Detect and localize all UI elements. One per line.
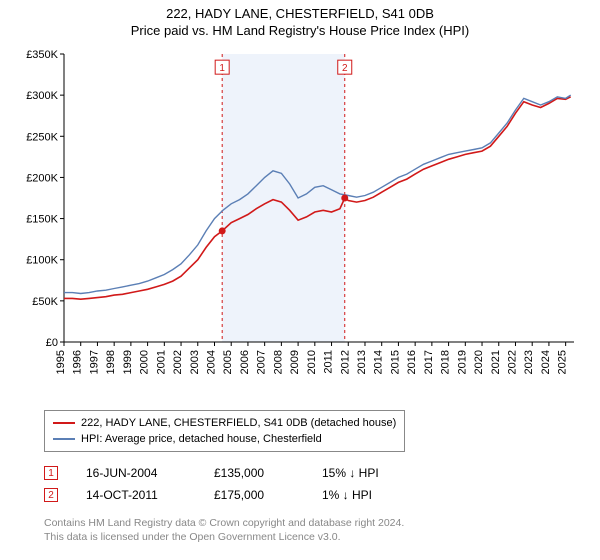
legend-swatch-icon — [53, 422, 75, 424]
table-row: 2 14-OCT-2011 £175,000 1% ↓ HPI — [44, 484, 600, 506]
footer-line-1: Contains HM Land Registry data © Crown c… — [44, 516, 600, 530]
svg-text:£150K: £150K — [26, 214, 58, 226]
svg-text:2023: 2023 — [523, 350, 535, 374]
svg-text:£100K: £100K — [26, 255, 58, 267]
svg-text:1998: 1998 — [105, 350, 117, 374]
svg-text:2015: 2015 — [389, 350, 401, 374]
svg-text:2021: 2021 — [490, 350, 502, 374]
legend-item: HPI: Average price, detached house, Ches… — [53, 431, 396, 447]
svg-text:2006: 2006 — [239, 350, 251, 374]
legend-item: 222, HADY LANE, CHESTERFIELD, S41 0DB (d… — [53, 415, 396, 431]
sale-marker-icon: 2 — [44, 488, 58, 502]
svg-text:2013: 2013 — [356, 350, 368, 374]
svg-text:£250K: £250K — [26, 131, 58, 143]
svg-text:1997: 1997 — [88, 350, 100, 374]
svg-text:2012: 2012 — [339, 350, 351, 374]
chart-title-block: 222, HADY LANE, CHESTERFIELD, S41 0DB Pr… — [0, 0, 600, 40]
footer-line-2: This data is licensed under the Open Gov… — [44, 530, 600, 544]
svg-text:2025: 2025 — [557, 350, 569, 374]
svg-text:2019: 2019 — [456, 350, 468, 374]
svg-text:2007: 2007 — [256, 350, 268, 374]
svg-text:2001: 2001 — [155, 350, 167, 374]
svg-text:2024: 2024 — [540, 350, 552, 374]
legend-label: 222, HADY LANE, CHESTERFIELD, S41 0DB (d… — [81, 417, 396, 429]
sale-diff: 15% ↓ HPI — [322, 466, 402, 480]
svg-text:2011: 2011 — [323, 350, 335, 374]
svg-text:2009: 2009 — [289, 350, 301, 374]
svg-text:2005: 2005 — [222, 350, 234, 374]
svg-text:2002: 2002 — [172, 350, 184, 374]
svg-text:£0: £0 — [46, 337, 58, 349]
svg-text:2000: 2000 — [139, 350, 151, 374]
title-line-1: 222, HADY LANE, CHESTERFIELD, S41 0DB — [0, 6, 600, 21]
svg-text:2004: 2004 — [205, 350, 217, 374]
svg-text:2020: 2020 — [473, 350, 485, 374]
svg-text:1996: 1996 — [72, 350, 84, 374]
sales-table: 1 16-JUN-2004 £135,000 15% ↓ HPI 2 14-OC… — [44, 462, 600, 506]
legend-swatch-icon — [53, 438, 75, 440]
price-chart: £0 £50K £100K £150K £200K £250K £300K £350K 1995… — [20, 44, 580, 404]
sale-marker-icon: 1 — [44, 466, 58, 480]
legend-label: HPI: Average price, detached house, Ches… — [81, 433, 322, 445]
svg-text:2017: 2017 — [423, 350, 435, 374]
table-row: 1 16-JUN-2004 £135,000 15% ↓ HPI — [44, 462, 600, 484]
svg-text:1: 1 — [219, 63, 225, 74]
svg-text:£350K: £350K — [26, 49, 58, 61]
svg-text:2008: 2008 — [272, 350, 284, 374]
sale-date: 14-OCT-2011 — [86, 488, 186, 502]
svg-text:1995: 1995 — [55, 350, 67, 374]
sale-price: £135,000 — [214, 466, 294, 480]
svg-text:2018: 2018 — [440, 350, 452, 374]
sale-diff: 1% ↓ HPI — [322, 488, 402, 502]
chart-legend: 222, HADY LANE, CHESTERFIELD, S41 0DB (d… — [44, 410, 405, 452]
sale-date: 16-JUN-2004 — [86, 466, 186, 480]
svg-text:2016: 2016 — [406, 350, 418, 374]
svg-text:£50K: £50K — [32, 296, 58, 308]
svg-text:£200K: £200K — [26, 172, 58, 184]
svg-text:£300K: £300K — [26, 90, 58, 102]
svg-text:1999: 1999 — [122, 350, 134, 374]
sale-price: £175,000 — [214, 488, 294, 502]
title-line-2: Price paid vs. HM Land Registry's House … — [0, 23, 600, 38]
footer-attribution: Contains HM Land Registry data © Crown c… — [44, 516, 600, 552]
svg-text:2022: 2022 — [506, 350, 518, 374]
svg-text:2003: 2003 — [189, 350, 201, 374]
svg-text:2010: 2010 — [306, 350, 318, 374]
svg-text:2014: 2014 — [373, 350, 385, 374]
svg-text:2: 2 — [342, 63, 348, 74]
